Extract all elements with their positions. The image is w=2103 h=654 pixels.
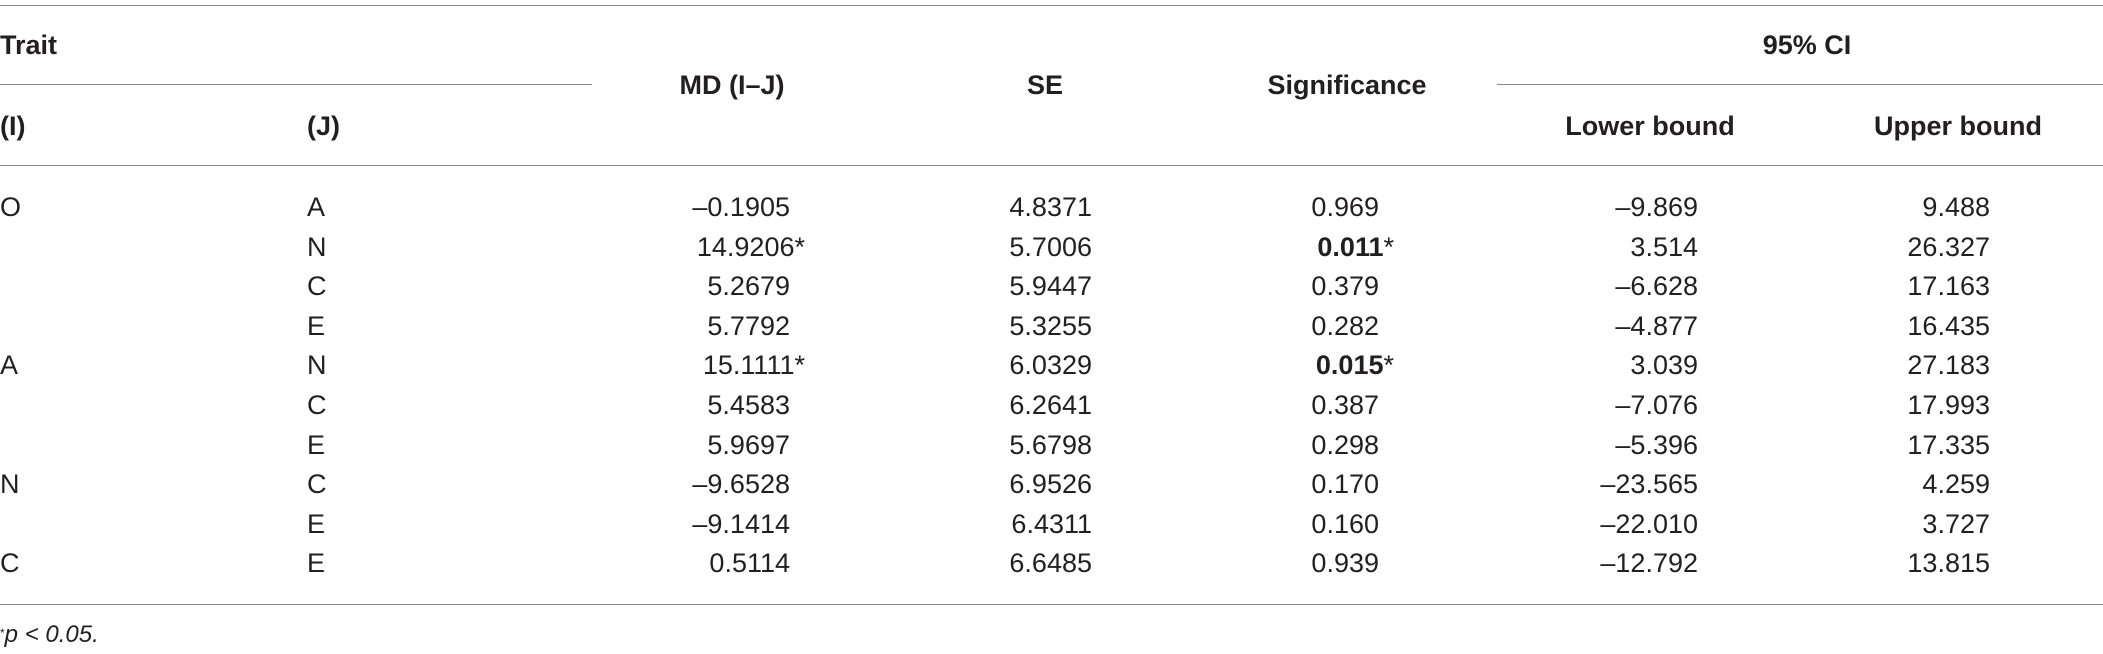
row-6-se: 5.6798 bbox=[1009, 429, 1092, 460]
row-1-lower: 3.514 bbox=[1630, 231, 1698, 262]
row-0-se: 4.8371 bbox=[1009, 192, 1092, 222]
footnote: *p < 0.05. bbox=[0, 620, 99, 650]
header-lower-bound: Lower bound bbox=[1565, 111, 1735, 141]
row-8-sig: 0.160 bbox=[1311, 508, 1379, 539]
header-se: SE bbox=[1026, 70, 1064, 100]
row-2-md: 5.2679 bbox=[707, 271, 790, 302]
bottom-rule bbox=[0, 604, 2103, 605]
row-3-se: 5.3255 bbox=[1009, 310, 1092, 341]
row-4-lower: 3.039 bbox=[1630, 350, 1698, 381]
row-6-upper: 17.335 bbox=[1907, 429, 1990, 460]
row-7-sig: 0.170 bbox=[1311, 469, 1379, 500]
row-3-j: E bbox=[307, 310, 326, 341]
row-5-md: 5.4583 bbox=[707, 390, 790, 420]
row-5-sig: 0.387 bbox=[1311, 390, 1379, 420]
row-9-sig: 0.939 bbox=[1311, 548, 1379, 579]
header-md: MD (I–J) bbox=[679, 70, 785, 100]
footnote-mark: * bbox=[0, 626, 5, 640]
row-7-md: –9.6528 bbox=[692, 469, 790, 500]
row-1-upper: 26.327 bbox=[1907, 231, 1990, 262]
row-4-md: 15.1111* bbox=[702, 350, 805, 381]
row-8-se: 6.4311 bbox=[1011, 508, 1092, 539]
row-6-j: E bbox=[307, 429, 326, 460]
row-1-sig-star: * bbox=[1383, 231, 1394, 262]
row-8-upper: 3.727 bbox=[1922, 508, 1990, 539]
row-2-j: C bbox=[307, 271, 327, 302]
row-4-sig: 0.015* bbox=[1315, 350, 1394, 381]
row-9-j: E bbox=[307, 548, 326, 579]
row-5-lower: –7.076 bbox=[1615, 390, 1698, 420]
row-1-se: 5.7006 bbox=[1009, 231, 1092, 262]
footnote-text: p < 0.05. bbox=[4, 621, 99, 648]
row-4-md-star: * bbox=[794, 350, 805, 381]
row-8-md: –9.1414 bbox=[692, 508, 790, 539]
row-1-sig: 0.011* bbox=[1317, 231, 1394, 262]
header-significance: Significance bbox=[1267, 70, 1427, 100]
row-0-md: –0.1905 bbox=[692, 192, 790, 222]
row-8-j: E bbox=[307, 508, 326, 539]
header-i: (I) bbox=[0, 111, 26, 141]
row-9-lower: –12.792 bbox=[1600, 548, 1698, 579]
row-0-lower: –9.869 bbox=[1615, 192, 1698, 222]
row-6-lower: –5.396 bbox=[1615, 429, 1698, 460]
row-7-upper: 4.259 bbox=[1922, 469, 1990, 500]
row-2-lower: –6.628 bbox=[1615, 271, 1698, 302]
row-2-sig: 0.379 bbox=[1311, 271, 1379, 302]
row-7-lower: –23.565 bbox=[1600, 469, 1698, 500]
trait-underline bbox=[0, 84, 592, 85]
row-7-i: N bbox=[0, 469, 20, 500]
row-2-se: 5.9447 bbox=[1009, 271, 1092, 302]
row-3-upper: 16.435 bbox=[1907, 310, 1990, 341]
row-4-j: N bbox=[307, 350, 327, 381]
row-5-j: C bbox=[307, 390, 327, 420]
row-4-i: A bbox=[0, 350, 19, 381]
row-7-j: C bbox=[307, 469, 327, 500]
row-8-lower: –22.010 bbox=[1600, 508, 1698, 539]
row-9-se: 6.6485 bbox=[1009, 548, 1092, 579]
row-3-sig: 0.282 bbox=[1311, 310, 1379, 341]
row-9-i: C bbox=[0, 548, 20, 579]
row-6-sig: 0.298 bbox=[1311, 429, 1379, 460]
row-9-md: 0.5114 bbox=[709, 548, 790, 579]
row-4-sig-star: * bbox=[1383, 350, 1394, 381]
row-0-sig: 0.969 bbox=[1311, 192, 1379, 222]
header-trait: Trait bbox=[0, 30, 58, 60]
row-6-md: 5.9697 bbox=[707, 429, 790, 460]
row-4-se: 6.0329 bbox=[1009, 350, 1092, 381]
row-5-upper: 17.993 bbox=[1907, 390, 1990, 420]
header-bottom-rule bbox=[0, 165, 2103, 166]
row-2-upper: 17.163 bbox=[1907, 271, 1990, 302]
row-3-md: 5.7792 bbox=[707, 310, 790, 341]
row-7-se: 6.9526 bbox=[1009, 469, 1092, 500]
row-1-md: 14.9206* bbox=[696, 231, 805, 262]
row-3-lower: –4.877 bbox=[1615, 310, 1698, 341]
row-4-upper: 27.183 bbox=[1907, 350, 1990, 381]
row-0-upper: 9.488 bbox=[1922, 192, 1990, 222]
row-9-upper: 13.815 bbox=[1907, 548, 1990, 579]
row-1-md-star: * bbox=[794, 231, 805, 262]
row-5-se: 6.2641 bbox=[1009, 390, 1092, 420]
top-rule bbox=[0, 5, 2103, 6]
row-1-j: N bbox=[307, 231, 327, 262]
row-0-i: O bbox=[0, 192, 22, 222]
row-0-j: A bbox=[307, 192, 326, 222]
header-upper-bound: Upper bound bbox=[1874, 111, 2042, 141]
ci-underline bbox=[1497, 84, 2103, 85]
header-ci: 95% CI bbox=[1762, 30, 1852, 60]
header-j: (J) bbox=[307, 111, 340, 141]
